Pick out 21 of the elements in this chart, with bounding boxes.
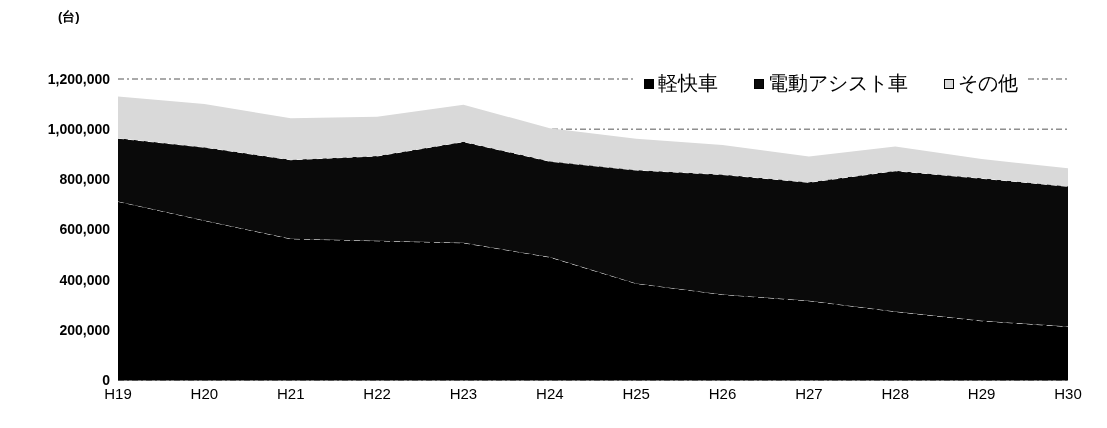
x-tick-label: H25 <box>622 384 650 402</box>
y-tick-label: 200,000 <box>59 321 111 338</box>
x-tick-label: H24 <box>536 384 564 402</box>
x-tick-label: H20 <box>190 384 219 402</box>
x-tick-label: H29 <box>967 384 996 402</box>
y-tick-label: 1,200,000 <box>47 70 111 87</box>
x-tick-label: H26 <box>708 384 737 402</box>
y-tick-label: 600,000 <box>59 221 111 238</box>
x-tick-label: H22 <box>363 384 391 402</box>
legend-label: 軽快車 <box>658 71 718 96</box>
x-tick-label: H27 <box>795 384 823 402</box>
legend-label: 電動アシスト車 <box>768 71 908 96</box>
x-tick-label: H23 <box>449 384 478 402</box>
x-tick-label: H30 <box>1054 384 1082 402</box>
x-tick-label: H28 <box>881 384 910 402</box>
x-tick-label: H21 <box>276 384 305 402</box>
y-tick-label: 1,000,000 <box>47 121 111 138</box>
legend-label: その他 <box>958 71 1018 96</box>
y-tick-label: 400,000 <box>59 271 111 288</box>
y-axis-title: (台) <box>58 8 80 26</box>
y-tick-label: 800,000 <box>59 171 111 188</box>
